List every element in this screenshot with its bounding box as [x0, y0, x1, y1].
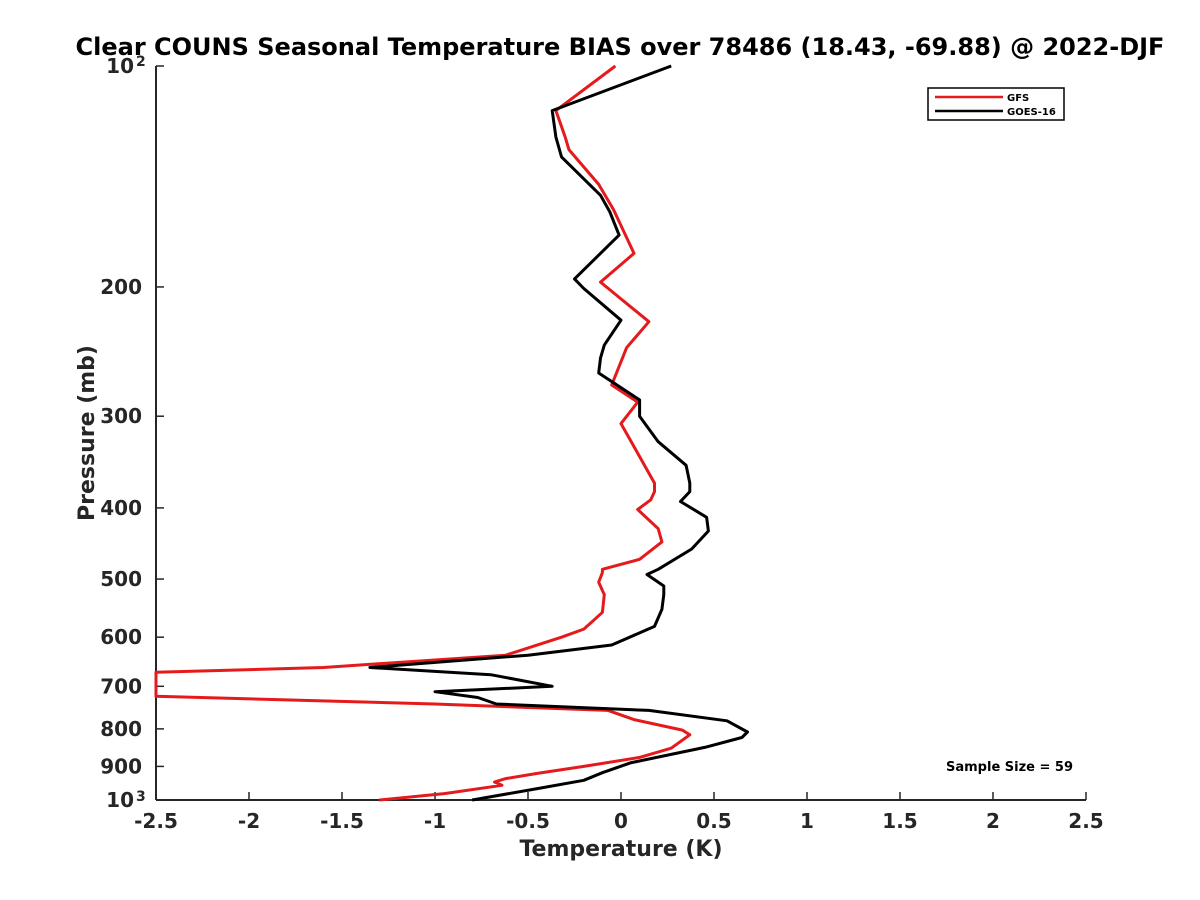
x-axis-label: Temperature (K) [519, 837, 722, 862]
legend-label-goes16: GOES-16 [1007, 107, 1056, 118]
series-group [154, 64, 749, 802]
y-tick-label: 10 [106, 54, 134, 78]
legend-label-gfs: GFS [1007, 93, 1029, 104]
y-tick-label: 200 [100, 275, 142, 299]
chart-title: Clear COUNS Seasonal Temperature BIAS ov… [76, 33, 1165, 61]
y-tick-exponent: 3 [136, 789, 146, 805]
y-tick-label: 700 [100, 674, 142, 698]
y-tick-label: 400 [100, 496, 142, 520]
x-tick-label: 1.5 [882, 809, 917, 833]
y-tick-label: 500 [100, 567, 142, 591]
x-tick-label: -1 [424, 809, 446, 833]
y-tick-exponent: 2 [136, 54, 146, 70]
x-tick-label: 2 [986, 809, 1000, 833]
x-tick-label: 2.5 [1068, 809, 1103, 833]
x-tick-label: 1 [800, 809, 814, 833]
y-tick-label: 300 [100, 404, 142, 428]
y-tick-label: 800 [100, 717, 142, 741]
x-tick-label: -0.5 [506, 809, 550, 833]
x-tick-label: -1.5 [320, 809, 364, 833]
series-line-gfs [154, 64, 692, 802]
y-tick-label: 600 [100, 625, 142, 649]
y-tick-label: 10 [106, 788, 134, 812]
legend-box [927, 87, 1065, 121]
x-tick-label: -2 [238, 809, 260, 833]
legend: GFS GOES-16 [927, 87, 1065, 121]
x-tick-label: 0 [614, 809, 628, 833]
y-tick-label: 900 [100, 754, 142, 778]
x-tick-label: -2.5 [134, 809, 178, 833]
y-axis-label: Pressure (mb) [75, 345, 100, 521]
sample-size-annotation: Sample Size = 59 [946, 760, 1073, 775]
x-tick-group: -2.5 -2 -1.5 -1 -0.5 0 0.5 1 1.5 2 2.5 [134, 792, 1104, 833]
series-line-goes16 [368, 64, 749, 802]
x-tick-label: 0.5 [696, 809, 731, 833]
